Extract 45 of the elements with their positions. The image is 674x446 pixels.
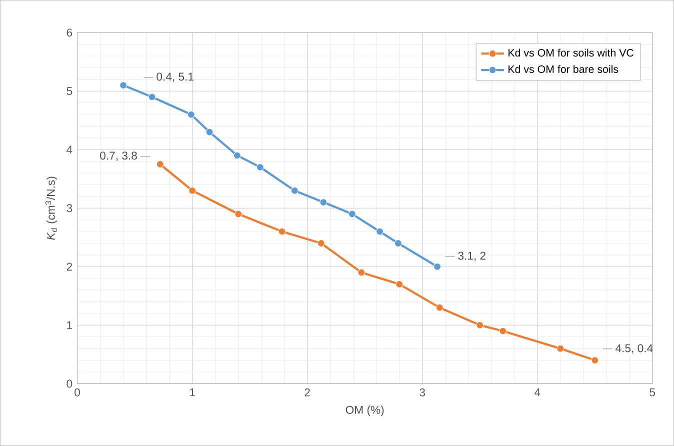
x-tick-label: 5 bbox=[650, 388, 656, 396]
point bbox=[434, 262, 442, 270]
annotation: 4.5, 0.4 bbox=[616, 344, 653, 354]
point bbox=[188, 186, 196, 194]
point bbox=[396, 280, 404, 288]
x-tick-label: 1 bbox=[190, 388, 195, 396]
point bbox=[278, 228, 286, 236]
y-axis-title: K$_{d}$ (cm$^{3}$/N.s) bbox=[45, 176, 58, 240]
y-tick-label: 5 bbox=[66, 87, 72, 96]
y-tick-label: 0 bbox=[66, 380, 72, 388]
y-tick-label: 2 bbox=[66, 262, 72, 271]
point bbox=[187, 110, 195, 118]
point bbox=[290, 186, 298, 194]
point bbox=[156, 160, 164, 168]
x-tick-label: 4 bbox=[534, 388, 540, 396]
legend-label: Kd vs OM for bare soils bbox=[508, 65, 618, 73]
y-tick-label: 1 bbox=[67, 321, 72, 330]
point bbox=[499, 327, 507, 335]
point bbox=[234, 210, 242, 218]
point bbox=[317, 240, 325, 247]
point bbox=[394, 240, 402, 247]
annotation: 0.4, 5.1 bbox=[156, 72, 194, 82]
point bbox=[233, 152, 241, 160]
point bbox=[358, 268, 366, 276]
legend-label: Kd vs OM for soils with VC bbox=[508, 48, 634, 57]
y-tick-label: 6 bbox=[66, 28, 72, 37]
point bbox=[256, 163, 264, 171]
point bbox=[320, 198, 328, 206]
point bbox=[376, 228, 384, 236]
point bbox=[348, 210, 356, 218]
annotation: 0.7, 3.8 bbox=[100, 152, 137, 161]
y-tick-label: 4 bbox=[66, 146, 72, 154]
x-axis-title: OM (%) bbox=[346, 406, 384, 416]
point bbox=[591, 356, 599, 364]
point bbox=[148, 93, 156, 101]
point bbox=[556, 344, 564, 352]
y-tick-label: 3 bbox=[66, 204, 72, 212]
point bbox=[120, 82, 128, 90]
x-tick-label: 3 bbox=[420, 388, 426, 396]
x-tick-label: 2 bbox=[304, 388, 310, 396]
point bbox=[436, 304, 444, 312]
annotation: 3.1, 2 bbox=[458, 252, 486, 262]
point bbox=[206, 128, 214, 136]
point bbox=[476, 321, 484, 329]
x-tick-label: 0 bbox=[74, 388, 80, 396]
